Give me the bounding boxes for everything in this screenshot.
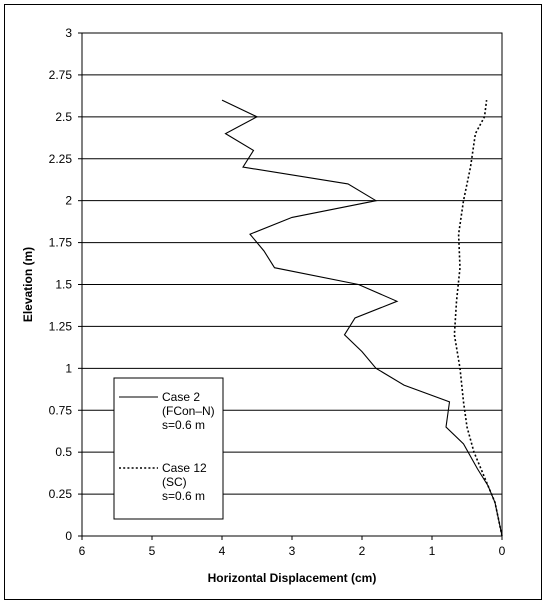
y-tick-label: 3 (65, 26, 72, 40)
y-tick-label: 0.5 (55, 445, 72, 459)
x-axis-ticks: 6 5 4 3 2 1 0 (79, 536, 506, 558)
x-tick-label: 1 (429, 544, 436, 558)
x-tick-label: 6 (79, 544, 86, 558)
y-tick-label: 2.75 (49, 68, 73, 82)
y-tick-label: 1 (65, 361, 72, 375)
x-tick-label: 3 (289, 544, 296, 558)
x-tick-label: 5 (149, 544, 156, 558)
y-tick-label: 0.75 (49, 403, 73, 417)
gridlines (82, 74, 502, 495)
legend-box (113, 377, 224, 520)
x-tick-label: 0 (499, 544, 506, 558)
series-line-1 (221, 99, 503, 537)
y-tick-label: 2.5 (55, 110, 72, 124)
x-tick-label: 2 (359, 544, 366, 558)
legend-label: Case 12 (162, 461, 207, 475)
x-axis-title: Horizontal Displacement (cm) (208, 571, 377, 585)
y-tick-label: 2 (65, 194, 72, 208)
legend-label: (FCon–N) (162, 404, 215, 418)
y-tick-label: 0 (65, 529, 72, 543)
series-layer (221, 99, 503, 537)
legend-label: Case 2 (162, 390, 200, 404)
y-axis-ticks: 0 0.25 0.5 0.75 1 1.25 1.5 1.75 2 2.25 2.5 2.75 3 (49, 26, 82, 543)
series-line-2 (453, 100, 503, 537)
legend-label: s=0.6 m (162, 489, 205, 503)
y-axis-title: Elevation (m) (21, 247, 35, 322)
legend-label: (SC) (162, 475, 187, 489)
y-tick-label: 1.25 (49, 319, 73, 333)
y-tick-label: 2.25 (49, 152, 73, 166)
y-tick-label: 1.75 (49, 236, 73, 250)
x-tick-label: 4 (219, 544, 226, 558)
legend-label: s=0.6 m (162, 418, 205, 432)
y-tick-label: 0.25 (49, 487, 73, 501)
y-tick-label: 1.5 (55, 278, 72, 292)
